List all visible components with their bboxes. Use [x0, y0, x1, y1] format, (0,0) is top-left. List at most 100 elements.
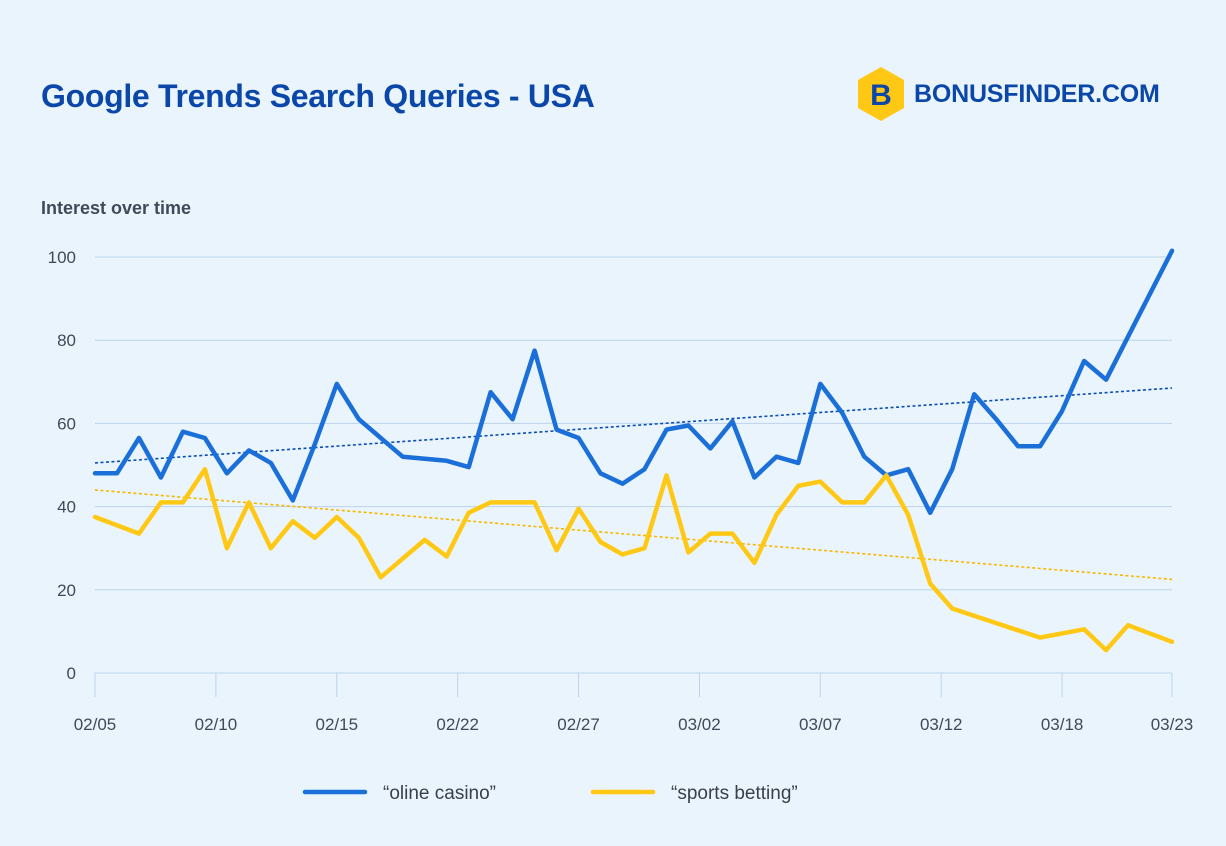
- y-tick-label: 100: [48, 248, 76, 267]
- betting-data-point: [226, 547, 228, 549]
- betting-data-point: [665, 474, 667, 476]
- casino-data-point: [204, 437, 206, 439]
- betting-data-point: [951, 608, 953, 610]
- casino-data-point: [775, 456, 777, 458]
- casino-data-point: [819, 383, 821, 385]
- casino-data-point: [907, 468, 909, 470]
- betting-data-point: [1083, 628, 1085, 630]
- casino-data-point: [1039, 445, 1041, 447]
- y-axis-label: Interest over time: [41, 198, 191, 218]
- casino-data-point: [292, 499, 294, 501]
- betting-data-point: [1171, 641, 1173, 643]
- casino-data-point: [402, 456, 404, 458]
- casino-data-point: [841, 412, 843, 414]
- casino-data-point: [578, 437, 580, 439]
- chart-title: Google Trends Search Queries - USA: [41, 78, 595, 114]
- casino-trendline: [94, 387, 1173, 464]
- brand-logo[interactable]: B BONUSFINDER.COM: [856, 66, 1160, 122]
- betting-data-point: [578, 508, 580, 510]
- legend: “oline casino” “sports betting”: [302, 783, 798, 804]
- betting-data-point: [1127, 624, 1129, 626]
- casino-data-point: [94, 472, 96, 474]
- x-tick-label: 03/18: [1041, 715, 1084, 734]
- betting-data-point: [556, 549, 558, 551]
- casino-data-point: [116, 472, 118, 474]
- betting-data-point: [709, 533, 711, 535]
- casino-data-point: [314, 443, 316, 445]
- casino-data-point: [731, 420, 733, 422]
- betting-data-point: [622, 553, 624, 555]
- casino-data-point: [160, 476, 162, 478]
- betting-data-point: [753, 562, 755, 564]
- betting-data-point: [841, 501, 843, 503]
- casino-data-point: [1171, 250, 1173, 252]
- brand-letter: B: [870, 79, 892, 112]
- y-tick-label: 20: [57, 581, 76, 600]
- casino-data-point: [1138, 314, 1140, 316]
- betting-data-point: [929, 583, 931, 585]
- betting-data-point: [797, 485, 799, 487]
- casino-data-point: [1017, 445, 1019, 447]
- x-tick-label: 03/02: [678, 715, 721, 734]
- y-tick-label: 80: [57, 331, 76, 350]
- betting-data-point: [819, 481, 821, 483]
- betting-data-point: [160, 501, 162, 503]
- betting-data-point: [248, 501, 250, 503]
- casino-data-point: [512, 418, 514, 420]
- betting-data-point: [182, 501, 184, 503]
- betting-data-point: [204, 468, 206, 470]
- betting-data-point: [358, 537, 360, 539]
- casino-data-point: [797, 462, 799, 464]
- casino-data-point: [138, 437, 140, 439]
- betting-data-point: [1039, 637, 1041, 639]
- casino-data-point: [248, 449, 250, 451]
- casino-data-point: [1061, 410, 1063, 412]
- casino-data-point: [270, 462, 272, 464]
- y-tick-label: 60: [57, 414, 76, 433]
- betting-data-point: [643, 547, 645, 549]
- betting-trendline: [94, 489, 1173, 581]
- casino-data-point: [182, 431, 184, 433]
- brand-name: BONUSFINDER.COM: [914, 79, 1160, 108]
- casino-data-point: [687, 424, 689, 426]
- betting-data-point: [314, 537, 316, 539]
- casino-data-point: [534, 350, 536, 352]
- betting-data-point: [687, 551, 689, 553]
- betting-data-point: [94, 516, 96, 518]
- betting-data-point: [885, 474, 887, 476]
- casino-data-point: [643, 468, 645, 470]
- betting-data-point: [490, 501, 492, 503]
- casino-data-point: [358, 418, 360, 420]
- betting-data-point: [116, 524, 118, 526]
- betting-series-line: [92, 466, 1175, 653]
- betting-legend-label: “sports betting”: [671, 783, 798, 804]
- y-tick-label: 40: [57, 498, 76, 517]
- betting-data-point: [863, 501, 865, 503]
- betting-data-point: [424, 539, 426, 541]
- betting-data-point: [600, 541, 602, 543]
- y-tick-label: 0: [67, 664, 76, 683]
- casino-data-point: [622, 483, 624, 485]
- betting-data-point: [468, 512, 470, 514]
- x-tick-label: 03/07: [799, 715, 842, 734]
- casino-data-point: [468, 466, 470, 468]
- x-tick-label: 02/15: [316, 715, 359, 734]
- casino-data-point: [665, 429, 667, 431]
- casino-data-point: [995, 418, 997, 420]
- x-tick-label: 03/23: [1151, 715, 1194, 734]
- betting-data-point: [731, 533, 733, 535]
- betting-data-point: [138, 533, 140, 535]
- casino-data-point: [753, 476, 755, 478]
- betting-data-point: [1105, 649, 1107, 651]
- casino-data-point: [929, 512, 931, 514]
- casino-data-point: [336, 383, 338, 385]
- casino-data-point: [1105, 379, 1107, 381]
- casino-data-point: [446, 460, 448, 462]
- x-tick-label: 02/22: [436, 715, 479, 734]
- betting-data-point: [534, 501, 536, 503]
- x-tick-label: 03/12: [920, 715, 963, 734]
- betting-data-point: [270, 547, 272, 549]
- x-tick-label: 02/27: [557, 715, 600, 734]
